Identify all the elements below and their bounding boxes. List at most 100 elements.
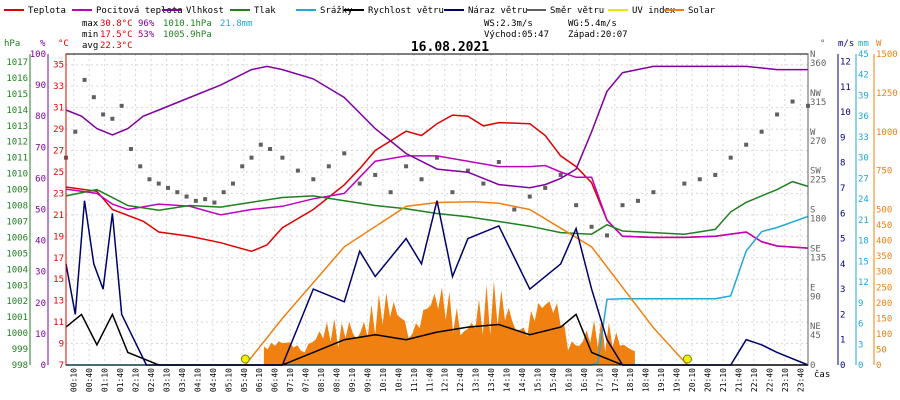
wind-speed-axis-tick-9: 9 (840, 133, 845, 143)
x-tick-13: 06:40 (271, 368, 280, 392)
series-lines-layer (65, 65, 809, 366)
x-tick-3: 01:40 (116, 368, 125, 392)
wind-speed-axis-tick-2: 2 (840, 310, 845, 320)
wind-direction-point-16 (212, 200, 217, 205)
wind-direction-point-2 (82, 77, 87, 82)
wind-direction-point-1 (73, 129, 78, 134)
pressure-axis-tick-3: 1001 (6, 313, 28, 323)
solar-axis-tick-13: 1250 (876, 89, 898, 99)
series-line-solar (244, 200, 688, 366)
solar-axis-tick-5: 250 (876, 283, 892, 293)
stat-avg-label: avg (82, 41, 98, 51)
wind-direction-point-20 (249, 155, 254, 160)
wind-direction-point-51 (728, 155, 733, 160)
stat-min-temp: 17.5°C (100, 30, 133, 40)
pressure-axis-tick-5: 1003 (6, 281, 28, 291)
pressure-axis-tick-12: 1010 (6, 170, 28, 180)
temperature-axis-tick-7: 21 (53, 211, 64, 221)
x-tick-44: 22:10 (750, 368, 759, 392)
rain-axis-tick-10: 30 (858, 154, 869, 164)
pressure-axis-tick-9: 1007 (6, 217, 28, 227)
solar-layer (263, 281, 635, 365)
stat-max-hum: 96% (138, 19, 155, 29)
wind-dir-axis-compass-tick-0: 45 (810, 331, 821, 341)
x-tick-22: 11:10 (410, 368, 419, 392)
wind-speed-axis-tick-12: 12 (840, 58, 851, 68)
wind-direction-point-44 (605, 233, 610, 238)
humidity-axis-tick-2: 20 (35, 299, 46, 309)
x-tick-25: 12:40 (456, 368, 465, 392)
legend-label-7: Směr větru (550, 6, 604, 16)
wind-direction-point-13 (184, 194, 189, 199)
wind-direction-point-17 (221, 190, 226, 195)
rain-axis-tick-0: 0 (858, 361, 863, 371)
wind-dir-axis-compass-tick-3: 180 (810, 215, 826, 225)
x-tick-26: 13:10 (472, 368, 481, 392)
x-tick-8: 04:10 (193, 368, 202, 392)
x-tick-24: 12:10 (441, 368, 450, 392)
solar-axis-tick-1: 50 (876, 345, 887, 355)
pressure-axis-tick-11: 1009 (6, 186, 28, 196)
x-tick-4: 02:10 (132, 368, 141, 392)
humidity-axis-tick-10: 100 (30, 50, 46, 60)
rain-axis-tick-7: 21 (858, 216, 869, 226)
x-axis-label: čas (814, 369, 830, 380)
x-tick-32: 16:10 (564, 368, 573, 392)
x-tick-46: 23:10 (781, 368, 790, 392)
wind-info-block: WS:2.3m/s WG:5.4m/s Východ:05:47 Západ:2… (484, 19, 628, 40)
solar-axis-tick-7: 350 (876, 252, 892, 262)
wind-direction-point-50 (713, 172, 718, 177)
rain-axis-tick-11: 33 (858, 133, 869, 143)
wind-speed-axis-tick-11: 11 (840, 83, 851, 93)
pressure-axis-tick-14: 1012 (6, 138, 28, 148)
rain-axis-tick-8: 24 (858, 195, 869, 205)
wind-direction-point-5 (110, 116, 115, 121)
wind-direction-point-46 (635, 198, 640, 203)
x-tick-38: 19:10 (657, 368, 666, 392)
rain-axis-tick-9: 27 (858, 174, 869, 184)
x-tick-1: 00:40 (85, 368, 94, 392)
wind-direction-point-7 (128, 147, 133, 152)
stat-max-press: 1010.1hPa (163, 19, 212, 29)
temperature-unit: °C (58, 39, 69, 49)
wind-speed-axis-tick-10: 10 (840, 108, 851, 118)
temperature-axis-tick-10: 27 (53, 147, 64, 157)
pressure-unit: hPa (4, 39, 20, 49)
wind-speed-axis-tick-8: 8 (840, 159, 845, 169)
pressure-axis-tick-7: 1005 (6, 249, 28, 259)
pressure-axis-tick-19: 1017 (6, 58, 28, 68)
humidity-axis-tick-3: 30 (35, 268, 46, 278)
wind-speed-avg: WS:2.3m/s (484, 19, 533, 29)
x-tick-34: 17:10 (595, 368, 604, 392)
series-line-sr-ky (66, 215, 809, 366)
x-tick-30: 15:10 (533, 368, 542, 392)
wind-direction-point-6 (119, 103, 124, 108)
x-tick-11: 05:40 (240, 368, 249, 392)
series-line-vlhkost (65, 65, 808, 189)
wind-direction-point-34 (450, 190, 455, 195)
wind-speed-axis-tick-4: 4 (840, 260, 845, 270)
wind-direction-point-3 (91, 95, 96, 100)
wind-direction-point-33 (435, 155, 439, 160)
x-tick-17: 08:40 (333, 368, 342, 392)
legend-label-9: Solar (688, 6, 716, 16)
pressure-axis-tick-0: 998 (12, 361, 28, 371)
x-tick-36: 18:10 (626, 368, 635, 392)
solar-axis-tick-9: 450 (876, 221, 892, 231)
humidity-axis-tick-4: 40 (35, 237, 46, 247)
axis-unit-labels: hPa % °C ° m/s mm W (4, 39, 882, 49)
wind-direction-point-18 (230, 181, 235, 186)
wind-direction-point-54 (775, 112, 780, 117)
wind-dir-unit: ° (820, 39, 825, 49)
wind-direction-point-32 (419, 177, 424, 182)
wind-speed-unit: m/s (838, 39, 854, 49)
x-tick-45: 22:40 (765, 368, 774, 392)
wind-direction-point-43 (589, 224, 594, 229)
legend-label-5: Rychlost větru (368, 6, 444, 16)
wind-direction-point-45 (620, 203, 625, 208)
wind-direction-point-52 (744, 142, 749, 147)
solar-axis-tick-6: 300 (876, 268, 892, 278)
x-tick-9: 04:40 (209, 368, 218, 392)
legend-label-6: Náraz větru (468, 6, 528, 16)
